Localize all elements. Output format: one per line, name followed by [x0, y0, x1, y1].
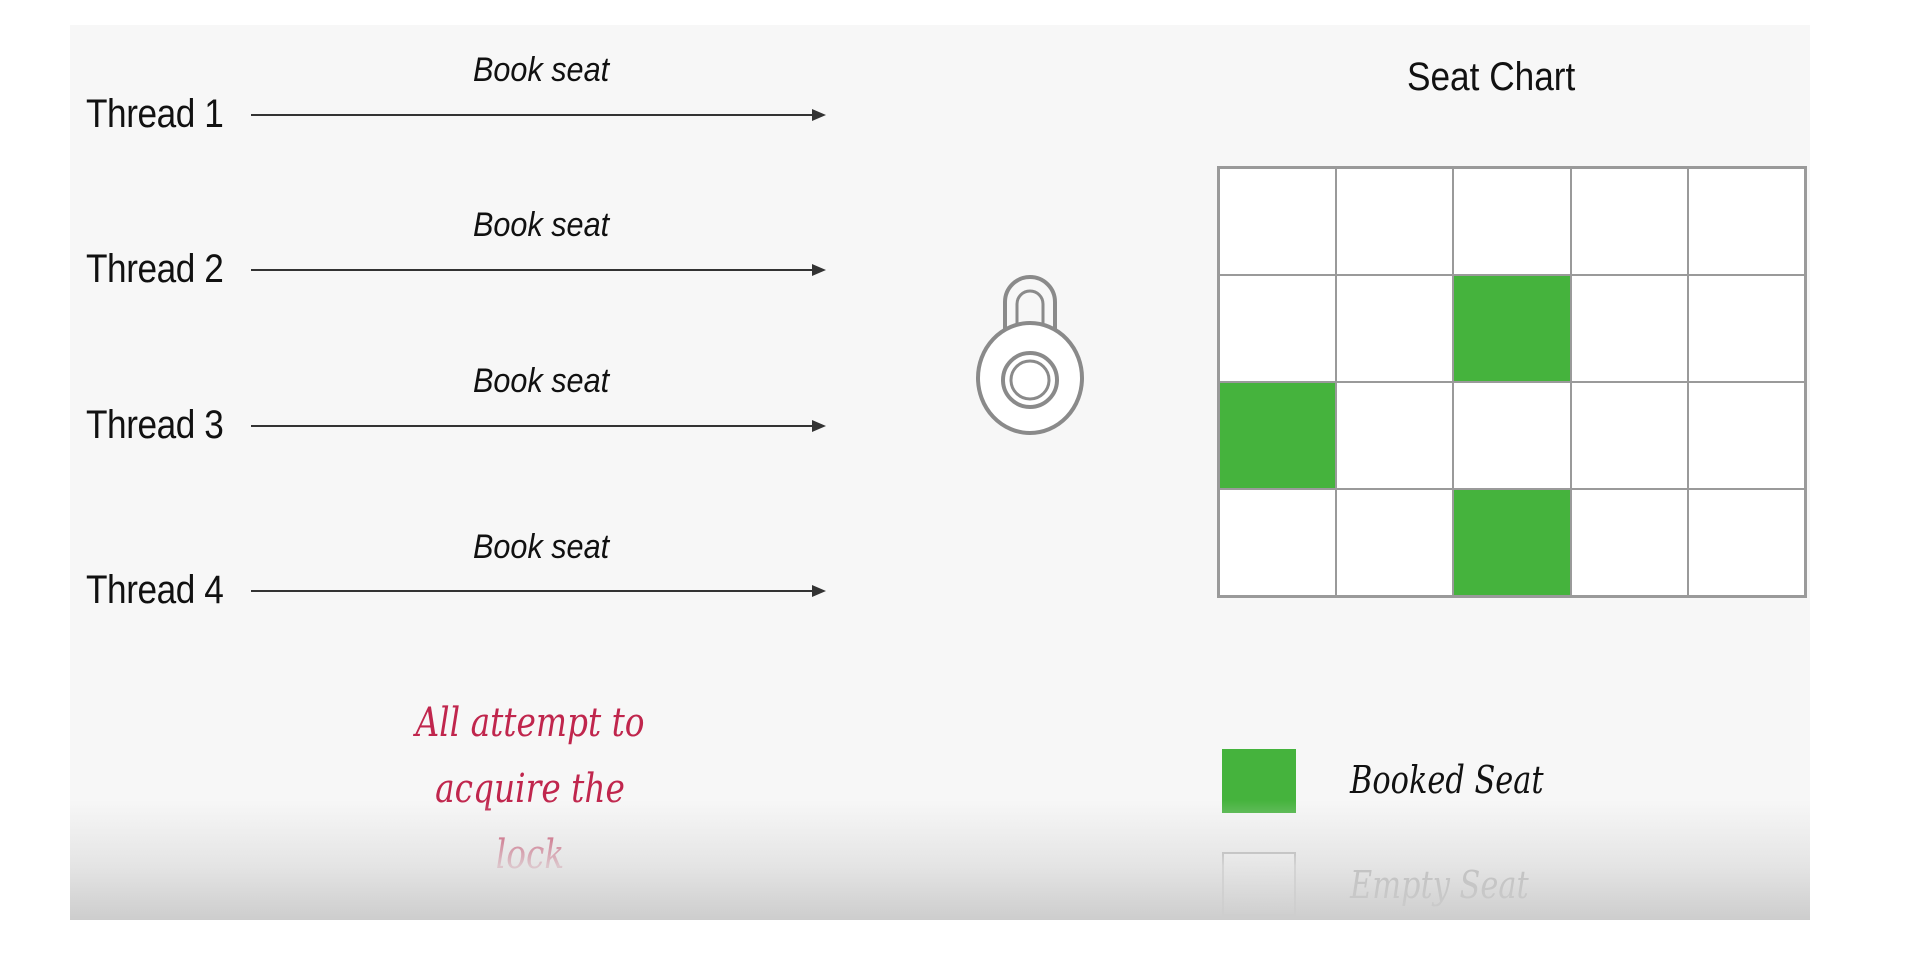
thread-1-action-label: Book seat: [473, 51, 610, 89]
seat-empty: [1570, 489, 1688, 596]
seat-empty: [1687, 275, 1805, 382]
thread-3-arrow: [251, 425, 816, 427]
thread-3-arrowhead: [812, 420, 826, 432]
thread-1-label: Thread 1: [86, 92, 224, 136]
legend-empty-swatch: [1222, 852, 1296, 916]
seat-empty: [1219, 489, 1337, 596]
note-line-2: acquire the lock: [435, 766, 625, 878]
seat-empty: [1570, 168, 1688, 275]
legend-empty-label: Empty Seat: [1350, 863, 1529, 907]
thread-2-arrowhead: [812, 264, 826, 276]
seat-booked: [1219, 382, 1337, 489]
thread-4-label: Thread 4: [86, 568, 224, 612]
thread-4-arrowhead: [812, 585, 826, 597]
thread-1-arrowhead: [812, 109, 826, 121]
legend-booked-swatch: [1222, 749, 1296, 813]
seat-empty: [1219, 168, 1337, 275]
seat-booked: [1453, 489, 1571, 596]
seat-empty: [1687, 382, 1805, 489]
seat-empty: [1336, 275, 1454, 382]
thread-4-action-label: Book seat: [473, 528, 610, 566]
thread-2-label: Thread 2: [86, 247, 224, 291]
thread-4-arrow: [251, 590, 816, 592]
thread-2-arrow: [251, 269, 816, 271]
legend-booked-label: Booked Seat: [1350, 758, 1544, 802]
seat-empty: [1453, 382, 1571, 489]
seat-empty: [1336, 382, 1454, 489]
seat-booked: [1453, 275, 1571, 382]
thread-3-action-label: Book seat: [473, 362, 610, 400]
seat-grid: [1217, 166, 1807, 598]
seat-empty: [1453, 168, 1571, 275]
seat-empty: [1570, 275, 1688, 382]
thread-1-arrow: [251, 114, 816, 116]
seat-empty: [1336, 168, 1454, 275]
seat-empty: [1687, 168, 1805, 275]
seat-empty: [1687, 489, 1805, 596]
seat-empty: [1570, 382, 1688, 489]
thread-2-action-label: Book seat: [473, 206, 610, 244]
thread-3-label: Thread 3: [86, 403, 224, 447]
padlock-icon: [976, 275, 1084, 435]
note-line-1: All attempt to: [415, 700, 645, 746]
lock-attempt-note: All attempt to acquire the lock: [390, 690, 670, 888]
seat-empty: [1336, 489, 1454, 596]
seat-empty: [1219, 275, 1337, 382]
seat-chart-title: Seat Chart: [1407, 55, 1576, 99]
